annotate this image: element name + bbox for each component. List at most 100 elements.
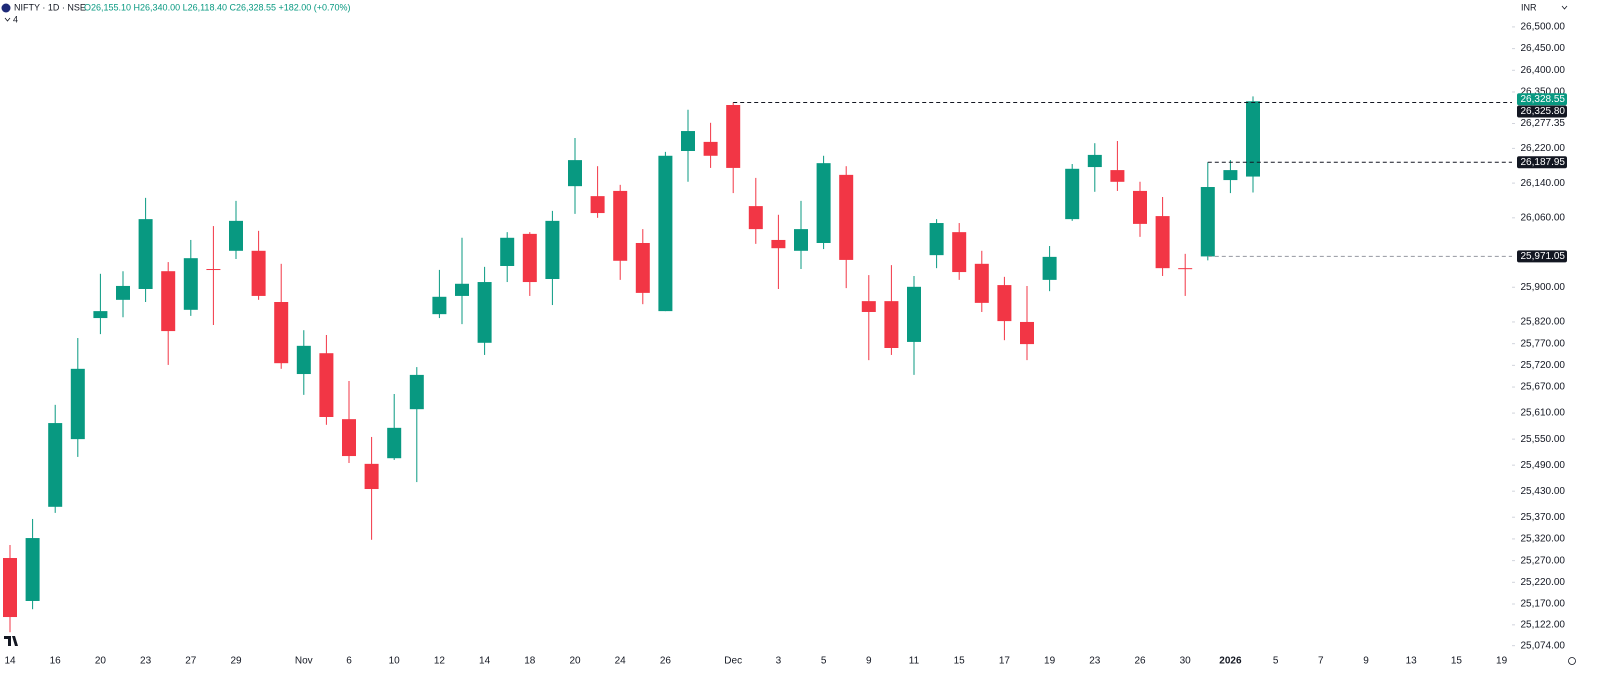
y-tick-label: 25,820.00 xyxy=(1521,317,1566,328)
y-tick-label: 25,270.00 xyxy=(1521,555,1566,566)
y-tick-label: 25,122.00 xyxy=(1521,619,1566,630)
y-tick-label: 25,220.00 xyxy=(1521,577,1566,588)
x-tick-label: Dec xyxy=(724,656,742,667)
x-tick-label: 5 xyxy=(1273,656,1279,667)
candle-body xyxy=(48,423,63,507)
candle-body xyxy=(658,155,673,312)
candle-body xyxy=(229,220,243,251)
x-tick-label: 10 xyxy=(389,656,401,667)
candle-body xyxy=(1133,190,1147,224)
currency-chevron[interactable] xyxy=(1561,5,1568,10)
x-tick-label: 9 xyxy=(866,656,872,667)
symbol-logo xyxy=(1,3,11,13)
x-tick-label: 23 xyxy=(1089,656,1101,667)
candle-body xyxy=(25,538,40,601)
candle-body xyxy=(907,286,921,342)
x-tick-label: 20 xyxy=(95,656,107,667)
candle-body xyxy=(1178,268,1193,270)
candle-body xyxy=(319,353,334,417)
candle-body xyxy=(455,283,469,296)
collapse-chevron[interactable] xyxy=(4,17,11,22)
tv-logo xyxy=(4,636,18,646)
price-label: 26,325.80 xyxy=(1521,106,1566,117)
candle-body xyxy=(1065,168,1080,220)
x-tick-label: 14 xyxy=(4,656,16,667)
x-tick-label: 18 xyxy=(524,656,536,667)
candle-body xyxy=(409,374,424,410)
x-tick-label: 11 xyxy=(909,656,920,667)
candle-body xyxy=(861,301,876,312)
candle-body xyxy=(794,229,808,251)
x-tick-label: 29 xyxy=(230,656,242,667)
price-label: 26,187.95 xyxy=(1521,157,1566,168)
y-tick-label: 26,220.00 xyxy=(1521,143,1566,154)
settings-icon[interactable] xyxy=(1568,657,1576,665)
candle-body xyxy=(364,463,379,490)
candle-body xyxy=(296,345,311,375)
x-tick-label: 30 xyxy=(1180,656,1192,667)
x-tick-label: 5 xyxy=(821,656,827,667)
y-tick-label: 25,490.00 xyxy=(1521,460,1566,471)
candle-body xyxy=(839,174,854,260)
candle-body xyxy=(681,131,695,152)
candle-body xyxy=(748,206,763,230)
candle-body xyxy=(70,368,85,440)
candle-body xyxy=(206,269,221,271)
y-tick-label: 25,900.00 xyxy=(1521,282,1566,293)
candle-body xyxy=(590,196,605,214)
x-tick-label: 14 xyxy=(479,656,491,667)
y-tick-label: 26,140.00 xyxy=(1521,178,1566,189)
y-tick-label: 25,370.00 xyxy=(1521,512,1566,523)
x-tick-label: 15 xyxy=(954,656,966,667)
price-label: 26,328.55 xyxy=(1521,94,1566,105)
candle-body xyxy=(522,233,537,283)
x-tick-label: 23 xyxy=(140,656,152,667)
x-tick-label: 27 xyxy=(185,656,197,667)
candle-body xyxy=(929,223,944,256)
x-tick-label: 20 xyxy=(569,656,581,667)
x-tick-label: 9 xyxy=(1363,656,1369,667)
price-label-bg xyxy=(1517,156,1567,169)
candle-body xyxy=(3,558,17,618)
y-tick-label: 25,430.00 xyxy=(1521,486,1566,497)
candle-body xyxy=(477,282,492,343)
symbol: NIFTY · 1D · NSE xyxy=(14,2,86,12)
candle-body xyxy=(1042,256,1057,280)
x-tick-label: 3 xyxy=(776,656,782,667)
y-tick-label: 26,060.00 xyxy=(1521,212,1566,223)
ohlc-legend: O26,155.10 H26,340.00 L26,118.40 C26,328… xyxy=(84,2,351,12)
candle-body xyxy=(974,263,989,303)
price-label: 25,971.05 xyxy=(1521,251,1566,262)
currency[interactable]: INR xyxy=(1521,2,1537,12)
y-tick-label: 25,320.00 xyxy=(1521,534,1566,545)
candle-body xyxy=(1155,216,1170,269)
y-tick-label: 25,770.00 xyxy=(1521,338,1566,349)
candle-body xyxy=(138,219,153,289)
candle-body xyxy=(251,250,266,296)
candle-body xyxy=(1087,154,1102,168)
price-label-bg xyxy=(1517,93,1567,106)
price-label-bg xyxy=(1517,250,1567,263)
candle-body xyxy=(726,105,741,168)
y-tick-label: 26,450.00 xyxy=(1521,43,1566,54)
x-tick-label: 13 xyxy=(1406,656,1418,667)
candle-body xyxy=(1200,187,1215,257)
candle-body xyxy=(771,239,786,249)
x-tick-label: 19 xyxy=(1044,656,1056,667)
y-tick-label: 25,720.00 xyxy=(1521,360,1566,371)
candle-body xyxy=(816,163,831,243)
candle-body xyxy=(884,301,899,348)
x-tick-label: 16 xyxy=(50,656,62,667)
x-tick-label: 2026 xyxy=(1219,656,1242,667)
candle-body xyxy=(613,190,628,261)
x-tick-label: 6 xyxy=(346,656,352,667)
candle-body xyxy=(1020,321,1034,345)
x-tick-label: 17 xyxy=(999,656,1011,667)
x-tick-label: 7 xyxy=(1318,656,1324,667)
indicator-count[interactable]: 4 xyxy=(13,14,18,24)
candle-body xyxy=(1246,101,1260,177)
candle-body xyxy=(432,296,447,315)
candle-body xyxy=(387,427,402,459)
